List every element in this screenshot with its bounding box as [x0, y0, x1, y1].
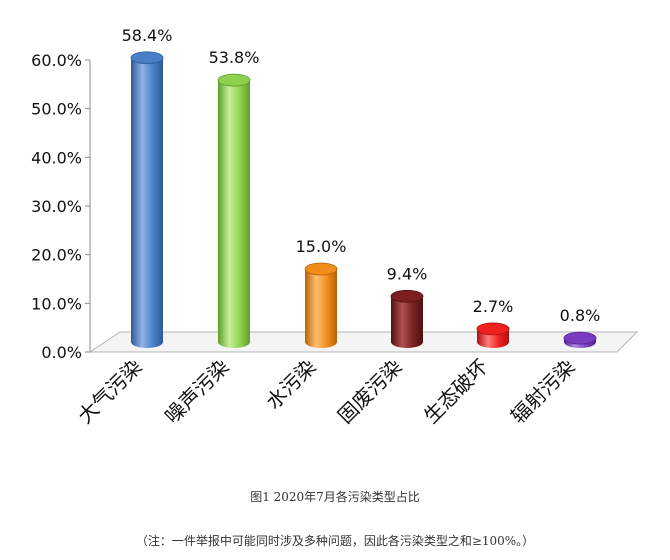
y-axis: 0.0% 10.0% 20.0% 30.0% 40.0% 50.0% 60.0% — [31, 51, 91, 362]
x-axis-labels: 大气污染 噪声污染 水污染 固废污染 生态破坏 辐射污染 — [73, 355, 580, 429]
bar-top — [390, 289, 424, 303]
y-tick-label: 30.0% — [31, 197, 82, 216]
bar-3 — [304, 262, 338, 348]
y-tick-label: 60.0% — [31, 51, 82, 70]
y-tick-label: 50.0% — [31, 100, 82, 119]
y-tick-label: 10.0% — [31, 294, 82, 313]
bar-4 — [390, 289, 424, 348]
value-label: 15.0% — [296, 237, 347, 256]
chart-floor — [88, 331, 639, 353]
bar-top — [217, 73, 251, 87]
value-label: 58.4% — [122, 26, 173, 45]
figure-caption: 图1 2020年7月各污染类型占比 — [250, 490, 420, 504]
bar-chart: 0.0% 10.0% 20.0% 30.0% 40.0% 50.0% 60.0% 58.4%… — [31, 26, 639, 429]
bar-top — [563, 331, 597, 345]
bar-2 — [217, 73, 251, 348]
bar-body — [305, 269, 337, 348]
bar-body — [218, 80, 250, 348]
y-tick-label: 40.0% — [31, 148, 82, 167]
bar-6 — [563, 331, 597, 348]
figure-note: （注：一件举报中可能同时涉及多种问题，因此各污染类型之和≥100%。） — [135, 534, 535, 548]
value-label: 0.8% — [560, 306, 601, 325]
category-label: 水污染 — [261, 355, 320, 414]
bars — [130, 51, 597, 348]
bar-top — [130, 51, 164, 65]
bar-1 — [130, 51, 164, 348]
category-label: 辐射污染 — [506, 355, 580, 429]
category-label: 噪声污染 — [160, 355, 234, 429]
y-tick-label: 0.0% — [41, 343, 82, 362]
y-tick-label: 20.0% — [31, 246, 82, 265]
value-labels: 58.4% 53.8% 15.0% 9.4% 2.7% 0.8% — [122, 26, 601, 325]
category-label: 大气污染 — [73, 355, 147, 429]
bar-top — [476, 322, 510, 336]
value-label: 9.4% — [387, 264, 428, 283]
bar-body — [131, 57, 163, 348]
bar-5 — [476, 322, 510, 348]
category-label: 固废污染 — [333, 355, 407, 429]
value-label: 53.8% — [209, 48, 260, 67]
bar-body — [391, 296, 423, 348]
category-label: 生态破坏 — [419, 355, 493, 429]
floor-plane — [88, 331, 639, 353]
value-label: 2.7% — [473, 297, 514, 316]
bar-top — [304, 262, 338, 276]
